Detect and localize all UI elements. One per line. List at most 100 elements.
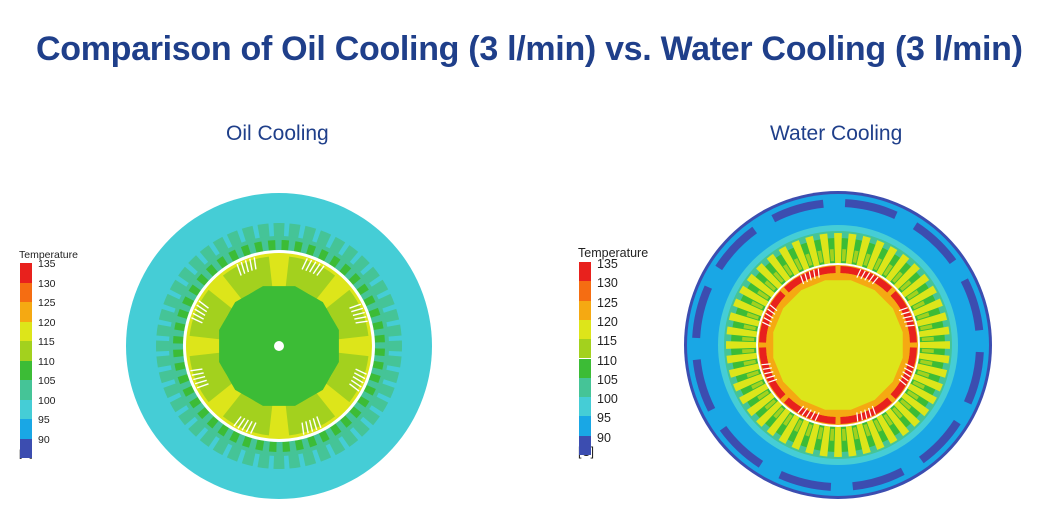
- oil-stator-teeth: [173, 240, 385, 452]
- water-stator-tooth: [739, 383, 769, 405]
- oil-stator-tooth: [339, 263, 352, 276]
- oil-stator-tooth: [182, 385, 195, 397]
- water-stator-tooth: [819, 233, 831, 265]
- oil-slot-mark: [349, 303, 362, 309]
- oil-slot-mark: [236, 263, 242, 276]
- legend-label-90: 90: [38, 433, 50, 446]
- water-winding-slot: [743, 324, 756, 331]
- oil-slot-mark: [312, 263, 321, 275]
- legend-swatch-115: [579, 339, 591, 359]
- oil-stator-tooth: [317, 249, 329, 262]
- legend-swatch-110: [579, 358, 591, 378]
- water-slot-mark: [817, 268, 820, 278]
- water-cooling-channels: [692, 199, 984, 491]
- oil-slot-mark: [193, 375, 206, 381]
- oil-slot-mark: [240, 261, 246, 274]
- water-winding-slot: [863, 253, 871, 267]
- oil-slot-mark: [355, 368, 367, 375]
- water-stator-tooth: [845, 233, 857, 265]
- oil-slot-mark: [241, 419, 249, 431]
- water-stator-tooth: [728, 312, 760, 327]
- oil-stator-tooth: [318, 430, 330, 443]
- water-stator-tooth: [805, 423, 820, 455]
- water-slot-mark: [761, 363, 771, 366]
- water-stator-tooth: [912, 298, 943, 317]
- water-stator-tooth: [916, 363, 948, 378]
- water-cooling-channel: [964, 351, 984, 405]
- water-winding-slot: [906, 290, 919, 300]
- water-winding-slot: [916, 370, 930, 378]
- oil-slot-mark: [244, 260, 250, 273]
- water-stator-tooth: [733, 298, 764, 317]
- water-winding-slot: [743, 359, 756, 366]
- oil-stator-tooth: [368, 307, 381, 318]
- legend-label-105: 105: [38, 375, 56, 387]
- water-cooling-title: Water Cooling: [770, 122, 903, 145]
- water-winding-slot: [742, 336, 755, 342]
- oil-stator-tooth: [363, 295, 376, 307]
- water-winding-slot: [783, 413, 793, 426]
- water-stator-tooth: [766, 408, 791, 437]
- legend-label-100: 100: [38, 394, 56, 407]
- oil-stator-tooth: [356, 283, 369, 296]
- water-stator-teeth: [726, 233, 950, 457]
- oil-stator-tooth: [241, 435, 252, 448]
- water-slot-mark: [900, 311, 910, 315]
- oil-slot-mark: [354, 372, 366, 380]
- water-cooling-channel: [844, 199, 898, 219]
- water-stator-tooth: [856, 235, 871, 267]
- oil-stator-tooth: [205, 264, 218, 277]
- oil-slot-mark: [301, 258, 308, 270]
- water-slot-mark: [797, 405, 805, 414]
- water-winding-slot: [863, 423, 871, 437]
- water-winding-slot: [746, 312, 760, 320]
- water-stator-tooth: [791, 240, 810, 271]
- oil-slot-mark: [190, 368, 203, 372]
- legend-label-125: 125: [597, 295, 618, 310]
- water-winding-slot: [751, 380, 764, 390]
- legend-swatch-135: [20, 263, 32, 283]
- oil-stator-tooth: [177, 374, 190, 385]
- legend-label-135: 135: [38, 258, 56, 270]
- water-temperature-legend: Temperature [C] 135130125120115110105100…: [578, 246, 658, 461]
- water-slot-mark: [868, 274, 875, 283]
- water-cooling-channel: [715, 226, 758, 271]
- water-winding-slot: [892, 407, 903, 419]
- oil-slot-mark: [312, 418, 318, 431]
- water-stator-tooth: [876, 246, 898, 276]
- legend-label-125: 125: [38, 297, 56, 309]
- oil-stator-tooth: [363, 384, 376, 396]
- water-winding-slot: [764, 280, 776, 291]
- water-stator-tooth: [901, 392, 930, 417]
- water-winding-slot: [817, 250, 824, 263]
- legend-label-105: 105: [597, 372, 618, 387]
- water-cooling-channel: [692, 359, 716, 412]
- oil-stator-tooth: [374, 334, 385, 343]
- water-stator-tooth: [746, 273, 775, 298]
- water-winding-slot: [916, 312, 930, 320]
- oil-slot-mark: [192, 312, 204, 320]
- water-cooling-channel: [719, 425, 764, 468]
- oil-slot-mark: [194, 379, 207, 385]
- water-winding-slot: [829, 249, 835, 262]
- water-stator-tooth: [778, 414, 800, 444]
- oil-stator-tooth: [307, 435, 318, 448]
- water-rotor-magnet: [759, 347, 786, 400]
- water-slot-mark: [905, 324, 915, 327]
- oil-stator-tooth: [329, 423, 342, 436]
- oil-slot-mark: [196, 383, 209, 389]
- water-rotor-magnet: [759, 290, 786, 343]
- water-slot-mark: [813, 269, 816, 279]
- water-winding-slot: [841, 249, 847, 262]
- oil-stator-tooth: [372, 321, 384, 331]
- water-winding-slot: [883, 413, 893, 426]
- water-rotor-magnet: [840, 397, 893, 424]
- water-winding-slot: [852, 427, 859, 440]
- legend-swatch-125: [579, 300, 591, 320]
- oil-stator-tooth: [174, 361, 186, 371]
- water-cooling-channel: [960, 278, 984, 331]
- water-rotor-magnet: [890, 347, 917, 400]
- water-stator-tooth: [778, 246, 800, 276]
- legend-swatch-100: [20, 399, 32, 419]
- water-slot-mark: [856, 269, 862, 278]
